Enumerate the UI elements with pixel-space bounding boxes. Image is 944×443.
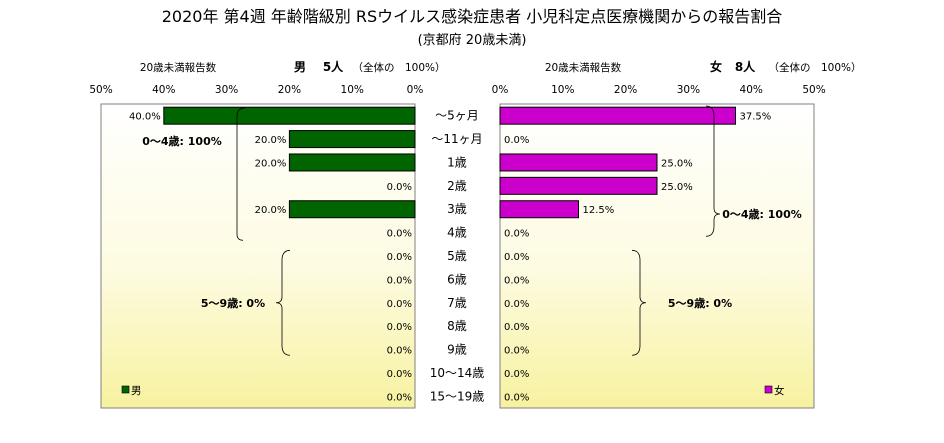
category-label: 8歳 bbox=[447, 319, 467, 333]
data-label-male: 0.0% bbox=[387, 275, 412, 286]
tick-label-female: 10% bbox=[551, 84, 574, 96]
data-label-male: 0.0% bbox=[387, 299, 412, 310]
data-label-female: 12.5% bbox=[583, 205, 615, 216]
chart-title: 2020年 第4週 年齢階級別 RSウイルス感染症患者 小児科定点医療機関からの… bbox=[162, 7, 783, 26]
bracket-female-5-9 bbox=[631, 249, 647, 356]
tick-label-male: 50% bbox=[89, 84, 112, 96]
data-label-female: 0.0% bbox=[504, 252, 529, 263]
data-label-male: 0.0% bbox=[387, 369, 412, 380]
plot-area-female bbox=[499, 103, 815, 409]
legend-swatch-female bbox=[764, 385, 773, 394]
category-label: 1歳 bbox=[447, 155, 467, 169]
top-label-female: 20歳未満報告数 bbox=[545, 61, 622, 74]
annotation-female-5-9: 5～9歳: 0% bbox=[668, 296, 732, 310]
category-label: 4歳 bbox=[447, 226, 467, 240]
bar-female bbox=[499, 153, 658, 172]
bar-male bbox=[288, 130, 416, 149]
category-label: ～5ヶ月 bbox=[435, 109, 479, 123]
legend-label-male: 男 bbox=[131, 385, 142, 397]
tick-label-male: 30% bbox=[215, 84, 238, 96]
data-label-male: 0.0% bbox=[387, 229, 412, 240]
tick-label-male: 0% bbox=[407, 84, 424, 96]
data-label-male: 0.0% bbox=[387, 346, 412, 357]
total-label-male: （全体の 100%） bbox=[352, 61, 445, 74]
category-label: 3歳 bbox=[447, 202, 467, 216]
bar-female bbox=[499, 200, 579, 219]
plot-area-male bbox=[100, 103, 416, 409]
sex-label-female: 女 bbox=[710, 59, 722, 74]
total-label-female: （全体の 100%） bbox=[768, 61, 861, 74]
bar-male bbox=[288, 200, 416, 219]
count-label-male: 5人 bbox=[323, 59, 344, 74]
bar-female bbox=[499, 176, 658, 195]
tick-label-female: 0% bbox=[492, 84, 509, 96]
data-label-male: 40.0% bbox=[129, 112, 161, 123]
tick-label-female: 40% bbox=[740, 84, 763, 96]
tick-label-male: 20% bbox=[278, 84, 301, 96]
category-label: 7歳 bbox=[447, 296, 467, 310]
top-label-male: 20歳未満報告数 bbox=[140, 61, 217, 74]
data-label-male: 20.0% bbox=[255, 158, 287, 169]
data-label-female: 0.0% bbox=[504, 275, 529, 286]
data-label-female: 25.0% bbox=[661, 158, 693, 169]
data-label-female: 37.5% bbox=[740, 112, 772, 123]
category-label: 5歳 bbox=[447, 249, 467, 263]
data-label-female: 0.0% bbox=[504, 369, 529, 380]
tick-label-male: 40% bbox=[152, 84, 175, 96]
category-label: 9歳 bbox=[447, 343, 467, 357]
data-label-male: 0.0% bbox=[387, 182, 412, 193]
tick-label-female: 20% bbox=[614, 84, 637, 96]
data-label-female: 0.0% bbox=[504, 299, 529, 310]
data-label-male: 20.0% bbox=[255, 135, 287, 146]
annotation-male-5-9: 5～9歳: 0% bbox=[201, 296, 265, 310]
category-label: 10～14歳 bbox=[430, 366, 485, 380]
annotation-male-0-4: 0～4歳: 100% bbox=[142, 134, 222, 148]
data-label-male: 0.0% bbox=[387, 322, 412, 333]
tick-label-female: 50% bbox=[802, 84, 825, 96]
category-label: 2歳 bbox=[447, 179, 467, 193]
legend-swatch-male bbox=[121, 385, 130, 394]
tick-label-female: 30% bbox=[677, 84, 700, 96]
category-label: 6歳 bbox=[447, 272, 467, 286]
data-label-female: 0.0% bbox=[504, 229, 529, 240]
sex-label-male: 男 bbox=[294, 60, 306, 74]
legend-label-female: 女 bbox=[774, 384, 785, 397]
count-label-female: 8人 bbox=[735, 59, 756, 74]
bracket-female-0-4 bbox=[705, 105, 721, 237]
plot-layer: 50% 40% 30% 20% 10% 0% 0% 10% 20% 30% 40% 50% 20歳未満報… bbox=[89, 59, 862, 409]
bar-female bbox=[499, 106, 736, 125]
category-label: 15～19歳 bbox=[430, 389, 485, 403]
data-label-female: 25.0% bbox=[661, 182, 693, 193]
bar-male bbox=[163, 106, 416, 125]
data-label-female: 0.0% bbox=[504, 135, 529, 146]
data-label-male: 0.0% bbox=[387, 392, 412, 403]
chart-subtitle: (京都府 20歳未満) bbox=[418, 33, 527, 48]
bracket-male-5-9 bbox=[275, 249, 291, 356]
category-label: ～11ヶ月 bbox=[431, 132, 482, 146]
data-label-male: 20.0% bbox=[255, 205, 287, 216]
data-label-female: 0.0% bbox=[504, 346, 529, 357]
bracket-male-0-4 bbox=[236, 107, 246, 241]
data-label-female: 0.0% bbox=[504, 392, 529, 403]
tick-label-male: 10% bbox=[341, 84, 364, 96]
data-label-female: 0.0% bbox=[504, 322, 529, 333]
annotation-female-0-4: 0～4歳: 100% bbox=[722, 207, 802, 221]
bar-male bbox=[288, 153, 416, 172]
data-label-male: 0.0% bbox=[387, 252, 412, 263]
